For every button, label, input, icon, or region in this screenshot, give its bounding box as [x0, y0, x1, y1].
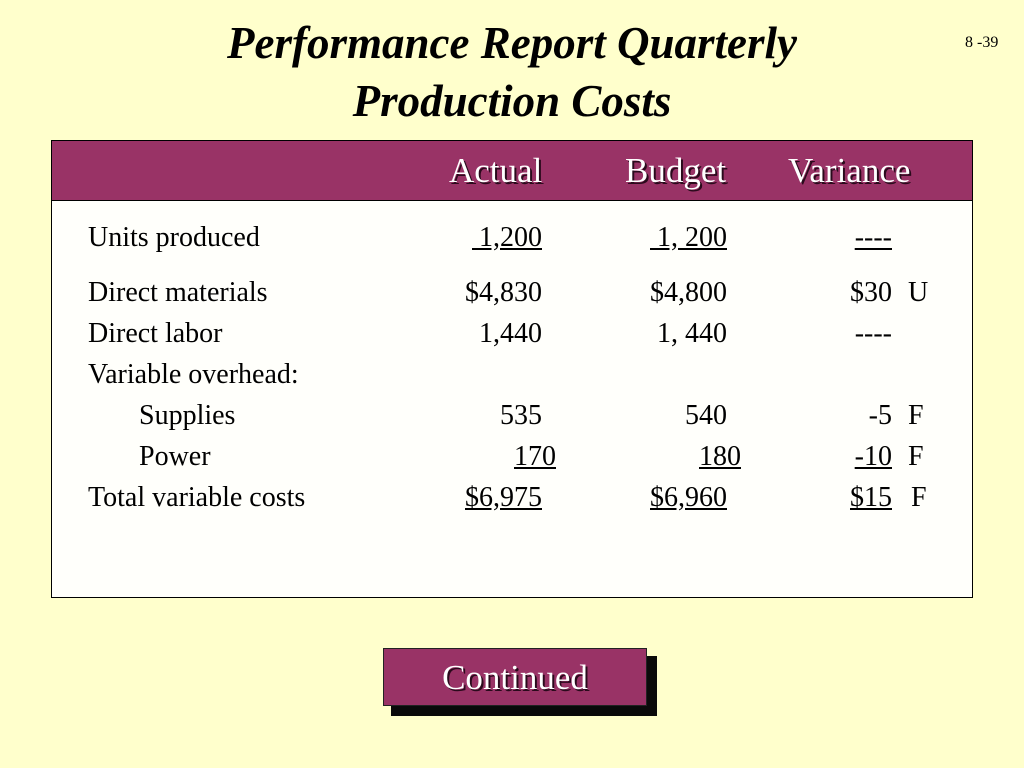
row-label: Supplies [139, 400, 236, 431]
row-variable-overhead: Variable overhead: [52, 355, 972, 395]
row-label: Power [139, 441, 211, 472]
row-label: Variable overhead: [88, 359, 299, 390]
slide-title-line-2: Production Costs [352, 76, 672, 126]
row-power: Power 170 180 -10 F [52, 437, 972, 477]
budget-value: 1, 200 [650, 222, 727, 253]
variance-flag: F [908, 441, 924, 472]
variance-value: ---- [854, 222, 892, 253]
budget-value: $4,800 [650, 277, 727, 308]
variance-flag: U [908, 277, 929, 308]
variance-value: -10 [854, 441, 892, 472]
table-header: Actual Budget Variance [52, 141, 972, 201]
slide-title: Performance Report Quarterly Production … [0, 14, 1024, 130]
performance-report-table: Actual Budget Variance Units produced 1,… [51, 140, 973, 598]
actual-value: 1,440 [479, 318, 542, 349]
row-label: Direct labor [88, 318, 223, 349]
actual-value: $4,830 [465, 277, 542, 308]
header-budget: Budget [625, 151, 727, 190]
row-supplies: Supplies 535 540 -5 F [52, 396, 972, 436]
variance-value: $30 [850, 277, 892, 308]
variance-flag: F [911, 482, 927, 513]
row-total-variable-costs: Total variable costs $6,975 $6,960 $15 F [52, 478, 972, 518]
row-units-produced: Units produced 1,200 1, 200 ---- [52, 218, 972, 258]
row-label: Direct materials [88, 277, 268, 308]
table-body: Units produced 1,200 1, 200 ---- Direct … [52, 141, 972, 597]
actual-value: 535 [500, 400, 542, 431]
variance-flag: F [908, 400, 924, 431]
header-actual: Actual [449, 151, 543, 190]
actual-value: 1,200 [472, 222, 542, 253]
actual-value: $6,975 [465, 482, 542, 513]
header-variance: Variance [788, 151, 911, 190]
row-label: Total variable costs [88, 482, 306, 513]
variance-value: -5 [868, 400, 892, 431]
slide-number: 8 -39 [965, 34, 999, 51]
row-direct-materials: Direct materials $4,830 $4,800 $30 U [52, 273, 972, 313]
actual-value: 170 [514, 441, 556, 472]
budget-value: 540 [685, 400, 727, 431]
variance-value: ---- [854, 318, 892, 349]
budget-value: $6,960 [650, 482, 727, 513]
variance-value: $15 [850, 482, 892, 513]
budget-value: 180 [699, 441, 741, 472]
row-label: Units produced [88, 222, 260, 253]
row-direct-labor: Direct labor 1,440 1, 440 ---- [52, 314, 972, 354]
continued-button[interactable]: Continued [383, 648, 647, 706]
slide-title-line-1: Performance Report Quarterly [227, 18, 797, 68]
budget-value: 1, 440 [657, 318, 727, 349]
